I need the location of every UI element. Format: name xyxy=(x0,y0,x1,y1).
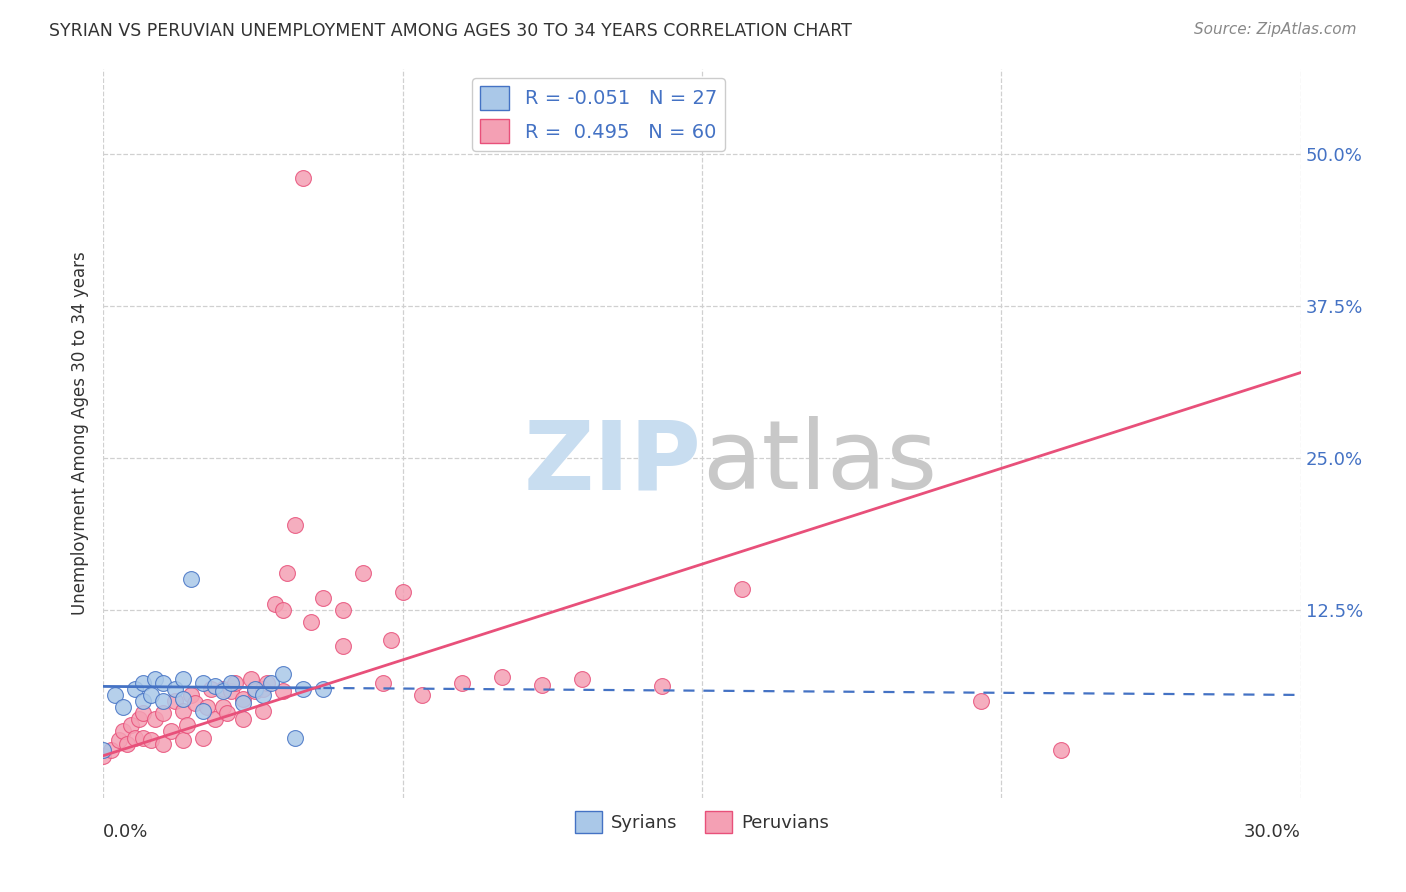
Legend: Syrians, Peruvians: Syrians, Peruvians xyxy=(568,804,837,840)
Point xyxy=(371,675,394,690)
Point xyxy=(215,706,238,721)
Point xyxy=(191,704,214,718)
Point xyxy=(243,684,266,698)
Point xyxy=(172,733,194,747)
Point xyxy=(132,731,155,745)
Point xyxy=(276,566,298,581)
Point xyxy=(163,694,186,708)
Point xyxy=(200,681,222,696)
Point xyxy=(132,675,155,690)
Point xyxy=(451,675,474,690)
Point xyxy=(104,688,127,702)
Point xyxy=(139,688,162,702)
Text: SYRIAN VS PERUVIAN UNEMPLOYMENT AMONG AGES 30 TO 34 YEARS CORRELATION CHART: SYRIAN VS PERUVIAN UNEMPLOYMENT AMONG AG… xyxy=(49,22,852,40)
Point xyxy=(271,684,294,698)
Point xyxy=(284,517,307,532)
Point xyxy=(252,704,274,718)
Point xyxy=(160,724,183,739)
Point xyxy=(176,718,198,732)
Point xyxy=(152,694,174,708)
Point xyxy=(260,675,283,690)
Text: atlas: atlas xyxy=(702,416,936,509)
Point xyxy=(112,724,135,739)
Point xyxy=(332,603,354,617)
Point xyxy=(531,678,554,692)
Point xyxy=(112,700,135,714)
Point xyxy=(411,688,433,702)
Y-axis label: Unemployment Among Ages 30 to 34 years: Unemployment Among Ages 30 to 34 years xyxy=(72,252,89,615)
Point xyxy=(232,712,254,726)
Text: 30.0%: 30.0% xyxy=(1244,823,1301,841)
Point xyxy=(311,681,333,696)
Point xyxy=(291,681,314,696)
Point xyxy=(291,171,314,186)
Point xyxy=(299,615,322,629)
Point xyxy=(263,597,285,611)
Point xyxy=(100,742,122,756)
Point xyxy=(651,680,673,694)
Text: 0.0%: 0.0% xyxy=(103,823,149,841)
Point xyxy=(212,684,235,698)
Point xyxy=(152,675,174,690)
Point xyxy=(172,691,194,706)
Point xyxy=(284,731,307,745)
Point xyxy=(252,681,274,696)
Point xyxy=(243,681,266,696)
Point xyxy=(256,675,278,690)
Point xyxy=(180,573,202,587)
Point xyxy=(271,667,294,681)
Point xyxy=(252,688,274,702)
Point xyxy=(115,737,138,751)
Point xyxy=(180,688,202,702)
Point xyxy=(124,731,146,745)
Point xyxy=(132,706,155,721)
Point xyxy=(1050,742,1073,756)
Point xyxy=(191,675,214,690)
Point xyxy=(172,672,194,686)
Point xyxy=(239,672,262,686)
Point xyxy=(204,680,226,694)
Point xyxy=(163,681,186,696)
Point xyxy=(204,712,226,726)
Point xyxy=(124,681,146,696)
Point xyxy=(143,672,166,686)
Text: ZIP: ZIP xyxy=(524,416,702,509)
Point xyxy=(195,700,218,714)
Point xyxy=(172,704,194,718)
Point xyxy=(380,633,402,648)
Point xyxy=(970,694,993,708)
Point xyxy=(212,681,235,696)
Point xyxy=(143,712,166,726)
Point xyxy=(352,566,374,581)
Point xyxy=(224,675,246,690)
Point xyxy=(191,731,214,745)
Point xyxy=(139,733,162,747)
Point xyxy=(571,672,593,686)
Point xyxy=(311,591,333,605)
Point xyxy=(128,712,150,726)
Point xyxy=(219,675,242,690)
Point xyxy=(108,733,131,747)
Point xyxy=(391,584,413,599)
Point xyxy=(271,603,294,617)
Point xyxy=(232,697,254,711)
Point xyxy=(332,640,354,654)
Point xyxy=(731,582,754,596)
Point xyxy=(491,670,513,684)
Point xyxy=(184,697,207,711)
Point xyxy=(152,706,174,721)
Point xyxy=(91,742,114,756)
Point xyxy=(91,748,114,763)
Point xyxy=(152,737,174,751)
Point xyxy=(219,684,242,698)
Point xyxy=(132,694,155,708)
Point xyxy=(232,691,254,706)
Text: Source: ZipAtlas.com: Source: ZipAtlas.com xyxy=(1194,22,1357,37)
Point xyxy=(212,700,235,714)
Point xyxy=(120,718,142,732)
